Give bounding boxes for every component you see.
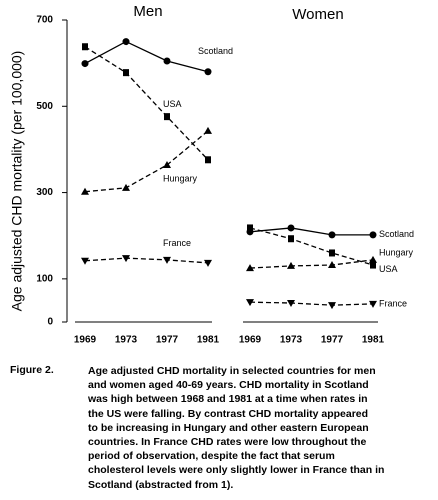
caption-body: Age adjusted CHD mortality in selected c…	[88, 364, 384, 492]
y-tick-label: 300	[36, 187, 53, 198]
series-label: Scotland	[379, 229, 414, 239]
marker	[81, 60, 89, 68]
caption-line: Scotland (abstracted from 1).	[88, 478, 234, 491]
caption-line: the US were falling. By contrast CHD mor…	[88, 407, 369, 420]
series-label: Scotland	[198, 46, 233, 56]
marker	[329, 249, 335, 257]
marker	[369, 300, 377, 308]
x-tick-label: 1981	[197, 335, 220, 346]
marker	[369, 231, 377, 239]
series-label: Hungary	[379, 247, 414, 257]
x-tick-label: 1969	[74, 335, 97, 346]
series-label: France	[379, 298, 407, 308]
y-axis-label: Age adjusted CHD mortality (per 100,000)	[9, 51, 25, 312]
series-label: USA	[379, 264, 398, 274]
series-label: Hungary	[163, 173, 198, 183]
marker	[204, 68, 212, 76]
marker	[288, 235, 294, 243]
marker	[163, 160, 171, 168]
marker	[204, 126, 212, 134]
x-tick-label: 1973	[280, 335, 303, 346]
marker	[82, 43, 88, 51]
x-tick-label: 1973	[115, 335, 138, 346]
caption-line: period of observation, despite the fact …	[88, 450, 335, 463]
marker	[287, 224, 295, 232]
marker	[163, 57, 171, 65]
marker	[164, 113, 170, 121]
panel-title: Women	[292, 6, 343, 23]
series-line	[249, 227, 374, 266]
caption-line: Age adjusted CHD mortality in selected c…	[88, 365, 376, 377]
marker	[287, 300, 295, 308]
marker	[328, 302, 336, 310]
marker	[246, 264, 254, 272]
panel-title: Men	[133, 3, 162, 20]
y-tick-label: 100	[36, 273, 53, 284]
caption-line: and women aged 40-69 years. CHD mortalit…	[88, 379, 369, 392]
marker	[247, 224, 253, 232]
marker	[122, 38, 130, 46]
series-line	[84, 130, 209, 193]
marker	[369, 255, 377, 263]
marker	[204, 259, 212, 267]
x-tick-label: 1977	[156, 335, 179, 346]
x-tick-label: 1977	[321, 335, 344, 346]
marker	[81, 187, 89, 195]
caption-label: Figure 2.	[10, 364, 54, 376]
y-tick-label: 0	[47, 317, 53, 328]
caption-line: was high between 1968 and 1981 at a time…	[88, 393, 368, 406]
series-line	[84, 40, 209, 73]
y-tick-label: 500	[36, 101, 53, 112]
marker	[123, 69, 129, 77]
series-line	[249, 301, 374, 306]
caption-line: to be increasing in Hungary and other ea…	[88, 421, 369, 434]
caption-line: cholesterol levels were only slightly lo…	[88, 464, 385, 477]
marker	[205, 156, 211, 164]
series-line	[249, 259, 374, 269]
marker	[370, 261, 376, 269]
marker	[328, 231, 336, 239]
caption-line: countries. In France CHD rates were low …	[88, 436, 367, 449]
series-line	[249, 227, 373, 236]
marker	[287, 261, 295, 269]
y-tick-label: 700	[36, 15, 53, 26]
series-label: France	[163, 238, 191, 248]
x-tick-label: 1981	[362, 335, 385, 346]
marker	[122, 255, 130, 263]
chart: Men 1969 1973 1977 1981 0 100 300 500 700 Age adju…	[9, 3, 414, 346]
series-line	[84, 46, 209, 161]
series-label: USA	[163, 99, 182, 109]
marker	[328, 261, 336, 269]
x-tick-label: 1969	[239, 335, 262, 346]
series-line	[84, 257, 209, 264]
marker	[81, 257, 89, 265]
marker	[122, 183, 130, 191]
marker	[246, 299, 254, 307]
marker	[163, 256, 171, 264]
